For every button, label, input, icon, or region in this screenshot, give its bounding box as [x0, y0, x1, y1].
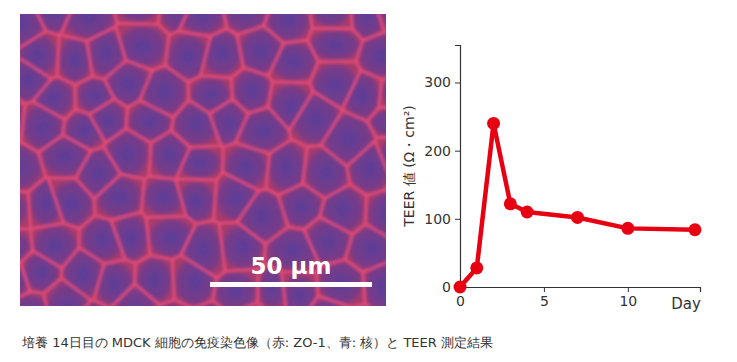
series-line	[460, 123, 695, 287]
cell	[111, 212, 150, 263]
x-tick: 10	[619, 287, 637, 309]
cell	[379, 75, 386, 109]
y-tick-label: 300	[424, 74, 451, 90]
data-point	[487, 117, 500, 130]
data-point	[621, 222, 634, 235]
plot-area	[454, 117, 702, 294]
data-point	[688, 223, 701, 236]
x-tick-mark	[628, 287, 629, 292]
cell	[110, 284, 160, 306]
cell	[137, 300, 193, 306]
cell	[367, 107, 386, 137]
scale-bar-label: 50 μm	[251, 253, 332, 279]
data-point	[504, 197, 517, 210]
x-tick: 5	[540, 287, 549, 309]
data-point	[521, 206, 534, 219]
cell	[308, 28, 363, 61]
data-point	[454, 281, 467, 294]
cell	[229, 303, 268, 306]
cell	[172, 255, 217, 306]
x-axis-line	[461, 288, 701, 293]
cells	[20, 14, 386, 306]
cell	[188, 301, 234, 306]
root: 50 μm 0 100 200 300 0 5 10 Day TEER 値 (Ω・cm²) 培養 1…	[0, 0, 737, 362]
y-tick-label: 0	[442, 279, 451, 295]
x-tick-label: 0	[456, 293, 465, 309]
y-tick-label: 100	[424, 211, 451, 227]
image-background	[20, 14, 386, 306]
cell	[375, 137, 386, 181]
cell	[309, 14, 352, 29]
x-tick-label: 5	[540, 293, 549, 309]
cell	[332, 304, 386, 306]
cell	[385, 165, 386, 213]
cell	[382, 298, 386, 306]
microscopy-image	[20, 14, 386, 306]
scale-bar	[210, 282, 372, 287]
x-axis: 0 5 10	[456, 287, 700, 309]
cell	[373, 14, 386, 33]
data-point	[571, 211, 584, 224]
y-axis: 0 100 200 300	[424, 46, 460, 295]
y-axis-line	[455, 46, 461, 288]
y-tick-mark	[455, 151, 460, 152]
caption: 培養 14日目の MDCK 細胞の免疫染色像（赤: ZO-1、青: 核）と TE…	[21, 335, 493, 350]
y-tick: 200	[424, 143, 460, 159]
y-tick-mark	[455, 82, 460, 83]
cell	[176, 146, 223, 180]
y-axis-title: TEER 値 (Ω・cm²)	[401, 105, 417, 227]
x-tick-label: 10	[619, 293, 637, 309]
y-tick-label: 200	[424, 143, 451, 159]
cell	[104, 129, 151, 180]
data-point	[470, 261, 483, 274]
cell	[44, 278, 92, 306]
x-axis-title: Day	[671, 295, 701, 313]
y-tick: 100	[424, 211, 460, 227]
x-tick-mark	[544, 287, 545, 292]
cell	[302, 296, 352, 306]
y-tick: 300	[424, 74, 460, 90]
y-tick-mark	[455, 219, 460, 220]
